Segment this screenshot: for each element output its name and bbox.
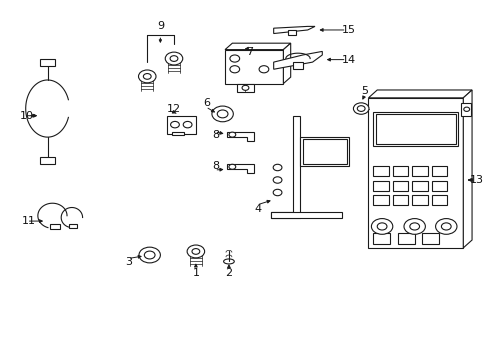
Circle shape: [273, 189, 282, 196]
Circle shape: [138, 70, 156, 83]
Circle shape: [217, 110, 227, 118]
Circle shape: [183, 121, 192, 128]
Bar: [392, 181, 407, 191]
Polygon shape: [287, 30, 295, 35]
Bar: [431, 181, 447, 191]
Circle shape: [139, 247, 160, 263]
Bar: [411, 181, 427, 191]
Bar: [50, 224, 60, 229]
Polygon shape: [283, 43, 290, 84]
Bar: [411, 195, 427, 205]
Polygon shape: [462, 90, 471, 248]
Circle shape: [353, 103, 368, 114]
Circle shape: [144, 251, 155, 259]
Circle shape: [170, 56, 178, 62]
Text: 12: 12: [166, 104, 180, 113]
Bar: [372, 112, 458, 146]
Circle shape: [211, 106, 233, 122]
Circle shape: [187, 245, 204, 258]
Bar: [421, 233, 438, 244]
Text: 15: 15: [341, 25, 355, 35]
Polygon shape: [271, 116, 300, 217]
Polygon shape: [273, 26, 314, 33]
Circle shape: [228, 132, 235, 137]
Bar: [397, 233, 414, 244]
Polygon shape: [368, 98, 462, 248]
Bar: [392, 166, 407, 176]
Text: 1: 1: [192, 268, 199, 278]
Text: 9: 9: [157, 21, 163, 31]
Circle shape: [259, 66, 268, 73]
Circle shape: [409, 223, 419, 230]
Text: 4: 4: [254, 203, 261, 213]
Circle shape: [192, 249, 200, 254]
Circle shape: [273, 164, 282, 171]
Bar: [411, 166, 427, 176]
Circle shape: [273, 177, 282, 183]
Bar: [40, 157, 55, 164]
Bar: [460, 103, 469, 116]
Circle shape: [376, 223, 386, 230]
Text: 13: 13: [468, 175, 483, 185]
Circle shape: [403, 219, 425, 234]
Bar: [431, 166, 447, 176]
Bar: [372, 233, 389, 244]
Bar: [375, 114, 455, 144]
Bar: [431, 195, 447, 205]
Polygon shape: [237, 84, 254, 93]
Circle shape: [371, 219, 392, 234]
Polygon shape: [368, 90, 471, 98]
Circle shape: [165, 52, 183, 65]
Bar: [372, 181, 388, 191]
Polygon shape: [224, 50, 283, 84]
Text: 6: 6: [203, 98, 210, 108]
Text: 7: 7: [245, 47, 252, 57]
Text: 11: 11: [22, 216, 36, 226]
Text: 3: 3: [125, 257, 132, 267]
Circle shape: [229, 55, 239, 62]
Ellipse shape: [223, 259, 234, 264]
Bar: [302, 139, 346, 164]
Text: 8: 8: [212, 161, 219, 171]
Polygon shape: [224, 43, 290, 50]
Circle shape: [229, 66, 239, 73]
Circle shape: [441, 223, 450, 230]
Bar: [372, 166, 388, 176]
Bar: [372, 195, 388, 205]
Circle shape: [435, 219, 456, 234]
Bar: [300, 137, 348, 166]
Polygon shape: [227, 164, 254, 173]
Text: 10: 10: [20, 111, 34, 121]
Polygon shape: [227, 132, 254, 141]
Text: 5: 5: [361, 86, 368, 96]
Bar: [69, 224, 77, 228]
Text: 14: 14: [341, 55, 355, 64]
Text: 8: 8: [212, 130, 219, 140]
Circle shape: [143, 73, 151, 79]
Circle shape: [463, 107, 468, 111]
Bar: [166, 116, 196, 134]
Polygon shape: [273, 51, 322, 69]
Bar: [171, 132, 183, 135]
Circle shape: [242, 85, 248, 90]
Circle shape: [170, 121, 179, 128]
Bar: [392, 195, 407, 205]
Bar: [40, 59, 55, 66]
Text: 2: 2: [225, 268, 232, 278]
Circle shape: [228, 164, 235, 169]
Circle shape: [357, 106, 365, 111]
Polygon shape: [292, 62, 302, 69]
Polygon shape: [271, 212, 341, 217]
